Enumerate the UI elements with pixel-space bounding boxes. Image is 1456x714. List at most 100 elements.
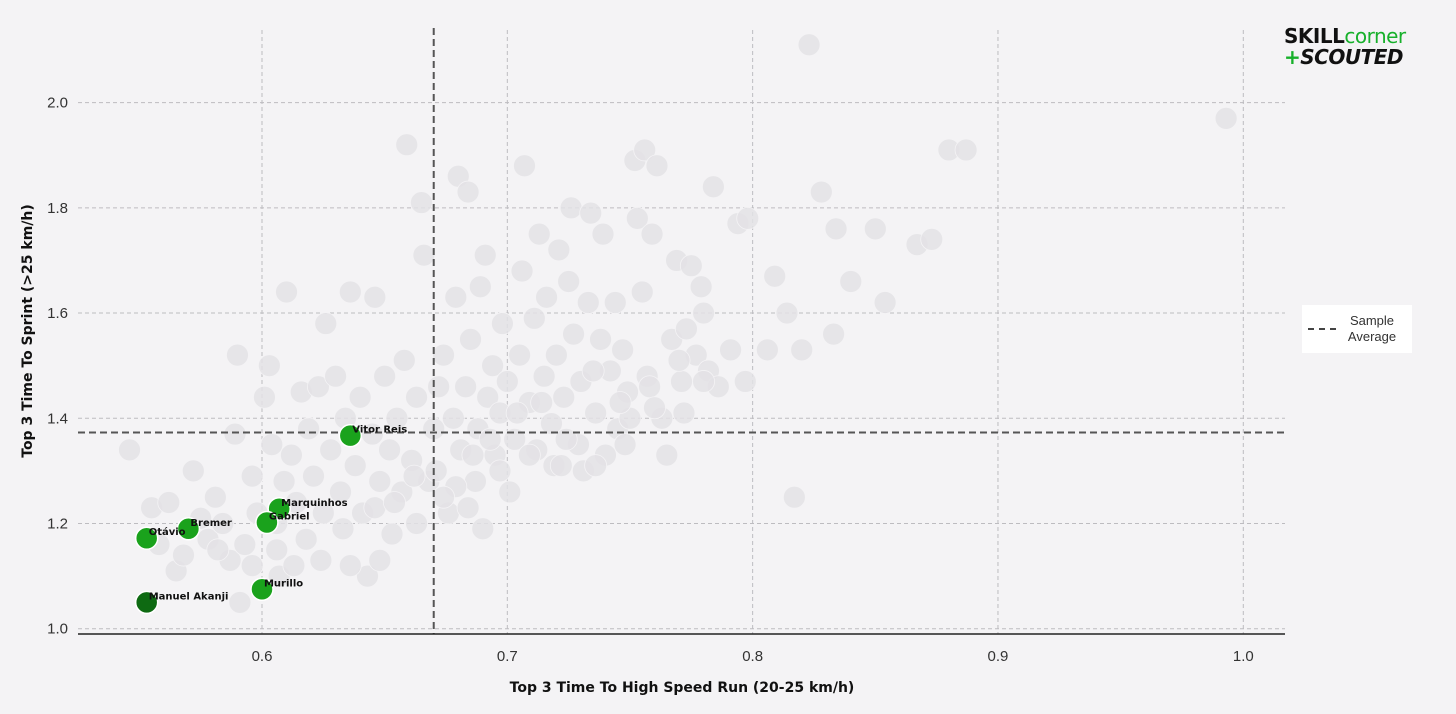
data-point: [444, 285, 468, 309]
data-point: [638, 375, 662, 399]
data-point: [441, 406, 465, 430]
y-tick-label: 1.6: [47, 305, 68, 322]
data-point: [240, 464, 264, 488]
data-point: [488, 459, 512, 483]
highlighted-point: [134, 590, 159, 615]
data-point: [378, 438, 401, 462]
data-point: [181, 459, 205, 483]
data-point: [226, 343, 249, 367]
legend: Sample Average: [1302, 305, 1412, 353]
data-point: [233, 533, 257, 556]
player-label: Gabriel: [269, 511, 310, 522]
x-tick-label: 0.9: [988, 648, 1009, 665]
data-point: [522, 306, 546, 330]
x-tick-label: 0.8: [742, 648, 763, 665]
data-point: [505, 401, 529, 425]
data-point: [383, 491, 406, 514]
data-point: [464, 470, 487, 493]
data-point: [510, 259, 534, 283]
data-point: [530, 391, 554, 414]
data-point: [633, 138, 657, 162]
data-point: [562, 322, 585, 346]
data-point: [432, 343, 455, 367]
data-point: [228, 591, 252, 614]
highlighted-point: [255, 510, 279, 535]
data-point: [280, 443, 303, 467]
data-point: [640, 222, 664, 246]
data-point: [584, 401, 608, 425]
data-point: [630, 280, 654, 304]
data-point: [272, 470, 296, 493]
data-point: [240, 554, 264, 578]
data-point: [348, 385, 372, 409]
data-point: [719, 338, 742, 362]
data-point: [363, 496, 387, 520]
data-point: [471, 517, 495, 541]
data-point: [297, 417, 321, 441]
highlighted-points: Vitor Reis Marquinhos Gabriel Bremer Otávio M…: [134, 423, 407, 615]
data-point: [508, 343, 531, 367]
data-point: [402, 464, 426, 488]
data-point: [655, 443, 679, 467]
data-point: [733, 370, 757, 393]
data-point: [645, 154, 669, 178]
logo-plus-text: +: [1284, 45, 1301, 69]
y-tick-label: 2.0: [47, 95, 68, 112]
data-point: [625, 206, 649, 230]
skillcorner-scouted-logo: SKILLcorner +SCOUTED: [1284, 26, 1434, 67]
data-point: [456, 180, 480, 204]
data-point: [412, 243, 436, 267]
highlighted-point: [338, 423, 363, 448]
player-label: Vitor Reis: [352, 425, 407, 436]
data-point: [476, 385, 500, 409]
data-point: [613, 433, 637, 456]
sample-average-lines: [78, 28, 1285, 634]
data-point: [701, 175, 725, 199]
data-point: [461, 443, 485, 467]
data-point: [532, 364, 556, 388]
logo-corner-text: corner: [1344, 24, 1406, 48]
data-point: [527, 222, 551, 246]
data-point: [670, 370, 693, 393]
data-point: [775, 301, 799, 325]
data-point: [643, 396, 666, 420]
data-point: [824, 217, 848, 241]
data-point: [554, 427, 578, 451]
data-point: [579, 201, 603, 225]
data-point: [581, 359, 605, 383]
data-point: [503, 427, 527, 451]
data-point: [329, 480, 352, 504]
data-point: [491, 312, 514, 335]
data-point: [540, 412, 563, 435]
data-point: [427, 375, 451, 399]
data-point: [211, 512, 235, 535]
data-point: [385, 406, 409, 430]
data-point: [282, 554, 306, 578]
logo-skill-text: SKILL: [1284, 24, 1345, 48]
data-point: [157, 491, 181, 514]
data-point: [338, 554, 362, 578]
data-point: [203, 485, 227, 509]
y-axis-title: Top 3 Time To Sprint (>25 km/h): [20, 204, 36, 458]
data-point: [405, 385, 428, 409]
data-point: [495, 370, 519, 393]
data-point: [559, 196, 583, 220]
data-point: [302, 464, 325, 488]
data-point: [755, 338, 779, 362]
y-tick-label: 1.4: [47, 410, 68, 427]
data-point: [809, 180, 833, 204]
data-point: [319, 438, 343, 462]
data-point: [549, 454, 573, 478]
data-point: [294, 527, 318, 551]
data-point: [257, 354, 281, 378]
data-point: [363, 285, 387, 309]
data-point: [223, 422, 247, 446]
data-point: [763, 264, 787, 288]
data-point: [603, 291, 627, 314]
data-point: [675, 317, 698, 341]
data-point: [373, 364, 397, 388]
data-point: [172, 543, 195, 567]
data-point: [424, 459, 448, 483]
data-point: [517, 443, 541, 467]
data-point: [368, 470, 392, 493]
